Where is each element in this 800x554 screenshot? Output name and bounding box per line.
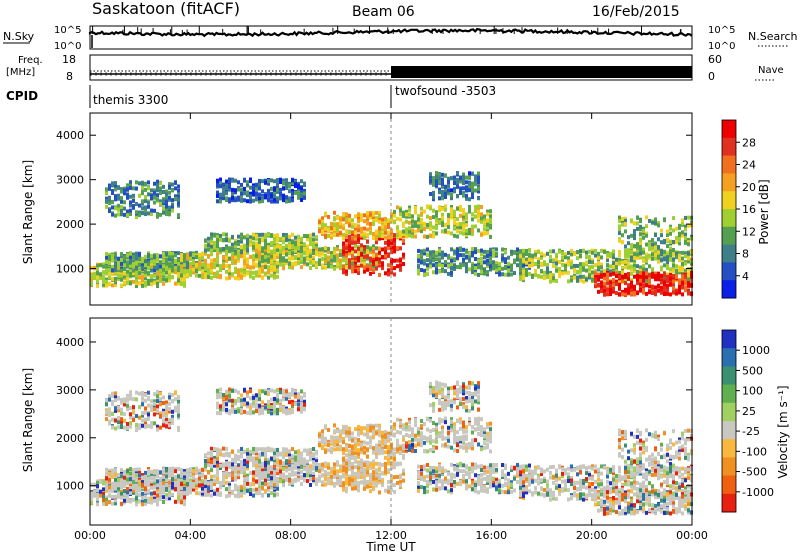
power-y-axis: 1000 2000 3000 4000 bbox=[56, 129, 692, 276]
cpid-segment-2: twofsound -3503 bbox=[395, 84, 496, 98]
colorbar-tick-label: 8 bbox=[742, 248, 749, 261]
noise-left-label: N.Sky bbox=[3, 30, 35, 43]
nave-tick-bottom: 0 bbox=[708, 70, 715, 83]
noise-right-label: N.Search bbox=[748, 30, 798, 43]
beam-title: Beam 06 bbox=[352, 4, 415, 20]
power-ylabel: Slant Range [km] bbox=[21, 160, 35, 264]
noise-left-tick-top: 10^5 bbox=[54, 25, 81, 36]
velocity-colorbar-label: Velocity [m s⁻¹] bbox=[776, 385, 790, 478]
colorbar-tick-label: 25 bbox=[742, 405, 756, 418]
colorbar-tick-label: 16 bbox=[742, 203, 756, 216]
cpid-segment-1: themis 3300 bbox=[93, 93, 168, 107]
cpid-panel: CPID themis 3300 twofsound -3503 bbox=[6, 84, 496, 108]
date-title: 16/Feb/2015 bbox=[592, 4, 680, 20]
y-tick-label: 4000 bbox=[56, 336, 84, 349]
colorbar-tick-label: 100 bbox=[742, 385, 763, 398]
x-tick-label: 00:00 bbox=[74, 529, 106, 542]
x-tick-label: 08:00 bbox=[275, 529, 307, 542]
noise-right-tick-top: 10^5 bbox=[708, 25, 735, 36]
power-colorbar-label: Power [dB] bbox=[757, 179, 771, 244]
site-title: Saskatoon (fitACF) bbox=[92, 0, 240, 18]
freq-tick-top: 18 bbox=[62, 53, 76, 66]
nave-label: Nave bbox=[758, 65, 784, 76]
velocity-colorbar: 1000 500 100 25 -25 -100 -500 -1000 bbox=[721, 329, 774, 513]
noise-right-tick-bottom: 10^0 bbox=[708, 41, 735, 52]
velocity-ylabel: Slant Range [km] bbox=[21, 368, 35, 472]
freq-label: Freq. bbox=[18, 55, 43, 66]
noise-trace bbox=[88, 26, 693, 48]
colorbar-tick-label: -500 bbox=[742, 466, 767, 479]
x-tick-label: 04:00 bbox=[174, 529, 206, 542]
y-tick-label: 3000 bbox=[56, 384, 84, 397]
freq-unit-label: [MHz] bbox=[6, 67, 35, 78]
y-tick-label: 2000 bbox=[56, 218, 84, 231]
colorbar-tick-label: 12 bbox=[742, 225, 756, 238]
colorbar-tick-label: 24 bbox=[742, 159, 756, 172]
colorbar-tick-label: 1000 bbox=[742, 344, 770, 357]
power-colorbar: 28 24 20 16 12 8 4 bbox=[721, 119, 756, 299]
x-tick-label: 16:00 bbox=[475, 529, 507, 542]
velocity-heatmap bbox=[90, 380, 693, 516]
cpid-label: CPID bbox=[6, 89, 38, 103]
y-tick-label: 1000 bbox=[56, 263, 84, 276]
colorbar-tick-label: 4 bbox=[742, 270, 749, 283]
velocity-y-axis: 1000 2000 3000 4000 bbox=[56, 336, 692, 493]
noise-left-tick-bottom: 10^0 bbox=[54, 41, 81, 52]
y-tick-label: 3000 bbox=[56, 174, 84, 187]
time-xlabel: Time UT bbox=[365, 540, 416, 554]
frequency-panel: Freq. [MHz] 18 8 60 0 Nave bbox=[6, 53, 784, 83]
colorbar-tick-label: 28 bbox=[742, 136, 756, 149]
y-tick-label: 1000 bbox=[56, 480, 84, 493]
colorbar-tick-label: -1000 bbox=[742, 486, 774, 499]
x-tick-label: 00:00 bbox=[676, 529, 708, 542]
frequency-trace bbox=[90, 66, 692, 78]
freq-tick-bottom: 8 bbox=[66, 70, 73, 83]
y-tick-label: 4000 bbox=[56, 129, 84, 142]
power-heatmap bbox=[90, 170, 693, 297]
colorbar-tick-label: 500 bbox=[742, 364, 763, 377]
x-tick-label: 20:00 bbox=[576, 529, 608, 542]
colorbar-tick-label: 20 bbox=[742, 181, 756, 194]
power-panel: 1000 2000 3000 4000 Slant Range [km] 28 24 20… bbox=[21, 112, 771, 306]
noise-panel: N.Sky 10^5 10^0 10^5 10^0 N.Search bbox=[3, 25, 798, 52]
x-tick-label: 12:00 bbox=[375, 529, 407, 542]
nave-tick-top: 60 bbox=[708, 53, 722, 66]
y-tick-label: 2000 bbox=[56, 432, 84, 445]
colorbar-tick-label: -100 bbox=[742, 445, 767, 458]
time-x-axis: 00:00 04:00 08:00 12:00 16:00 20:00 00:00 bbox=[74, 113, 708, 542]
colorbar-tick-label: -25 bbox=[742, 425, 760, 438]
